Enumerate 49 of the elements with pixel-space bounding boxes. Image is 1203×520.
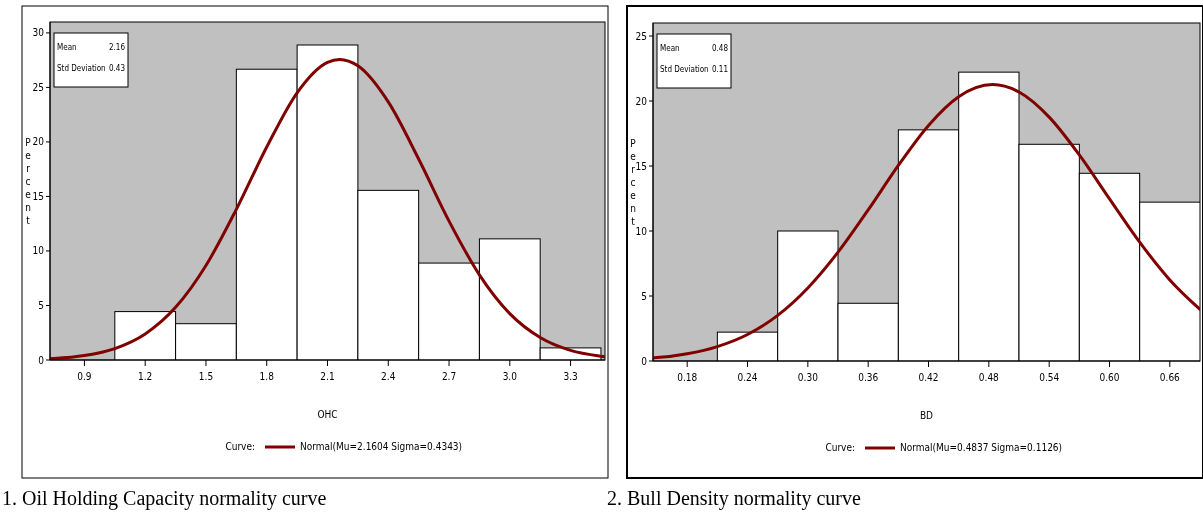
y-tick-label: 0 xyxy=(641,355,648,367)
y-tick-label: 15 xyxy=(32,190,44,202)
legend-label: Normal(Mu=0.4837 Sigma=0.1126) xyxy=(900,442,1063,453)
y-tick-label: 20 xyxy=(635,95,648,107)
x-tick-label: 0.9 xyxy=(77,371,92,382)
annotation: 0.43 xyxy=(108,64,125,73)
x-tick-label: 0.36 xyxy=(858,372,879,383)
x-tick-label: 0.48 xyxy=(978,372,1000,383)
legend-title: Curve: xyxy=(825,442,855,453)
x-tick-label: 0.66 xyxy=(1159,372,1181,383)
x-tick-label: 3.0 xyxy=(502,371,518,382)
legend-label: Normal(Mu=2.1604 Sigma=0.4343) xyxy=(300,441,463,452)
x-tick-label: 0.24 xyxy=(737,372,758,383)
y-tick-label: 5 xyxy=(641,290,647,302)
y-tick-label: 10 xyxy=(32,245,45,257)
annotation: Std Deviation xyxy=(660,65,709,74)
annotation: 0.11 xyxy=(711,65,728,74)
x-tick-label: 0.30 xyxy=(797,372,819,383)
x-tick-label: 0.42 xyxy=(918,372,939,383)
x-tick-label: 2.7 xyxy=(441,371,457,382)
y-tick-label: 25 xyxy=(32,81,44,93)
annotation: 2.16 xyxy=(108,43,126,52)
y-tick-label: 15 xyxy=(635,160,647,172)
annotation: Mean xyxy=(57,43,77,52)
y-axis-title: Percent xyxy=(25,137,32,226)
legend-title: Curve: xyxy=(225,441,255,452)
text: 2. Bull Density normality curve xyxy=(607,487,861,510)
x-tick-label: 3.3 xyxy=(563,371,578,382)
x-tick-label: 2.1 xyxy=(320,371,335,382)
x-axis-title: BD xyxy=(919,410,934,421)
x-tick-label: 0.60 xyxy=(1099,372,1120,383)
annotation: Std Deviation xyxy=(57,64,106,73)
y-tick-label: 10 xyxy=(635,225,648,237)
x-tick-label: 1.2 xyxy=(138,371,153,382)
x-tick-label: 1.8 xyxy=(259,371,275,382)
x-tick-label: 1.5 xyxy=(198,371,214,382)
y-axis-title: Percent xyxy=(630,138,637,227)
y-tick-label: 30 xyxy=(32,27,45,39)
annotation: Mean xyxy=(660,44,680,53)
x-tick-label: 0.18 xyxy=(677,372,698,383)
x-tick-label: 0.54 xyxy=(1039,372,1060,383)
annotation: 0.48 xyxy=(711,44,729,53)
y-tick-label: 5 xyxy=(38,299,44,311)
y-tick-label: 0 xyxy=(38,354,45,366)
y-tick-label: 20 xyxy=(32,136,45,148)
x-axis-title: OHC xyxy=(317,409,338,420)
text: 1. Oil Holding Capacity normality curve xyxy=(2,487,327,510)
x-tick-label: 2.4 xyxy=(381,371,396,382)
y-tick-label: 25 xyxy=(635,30,647,42)
